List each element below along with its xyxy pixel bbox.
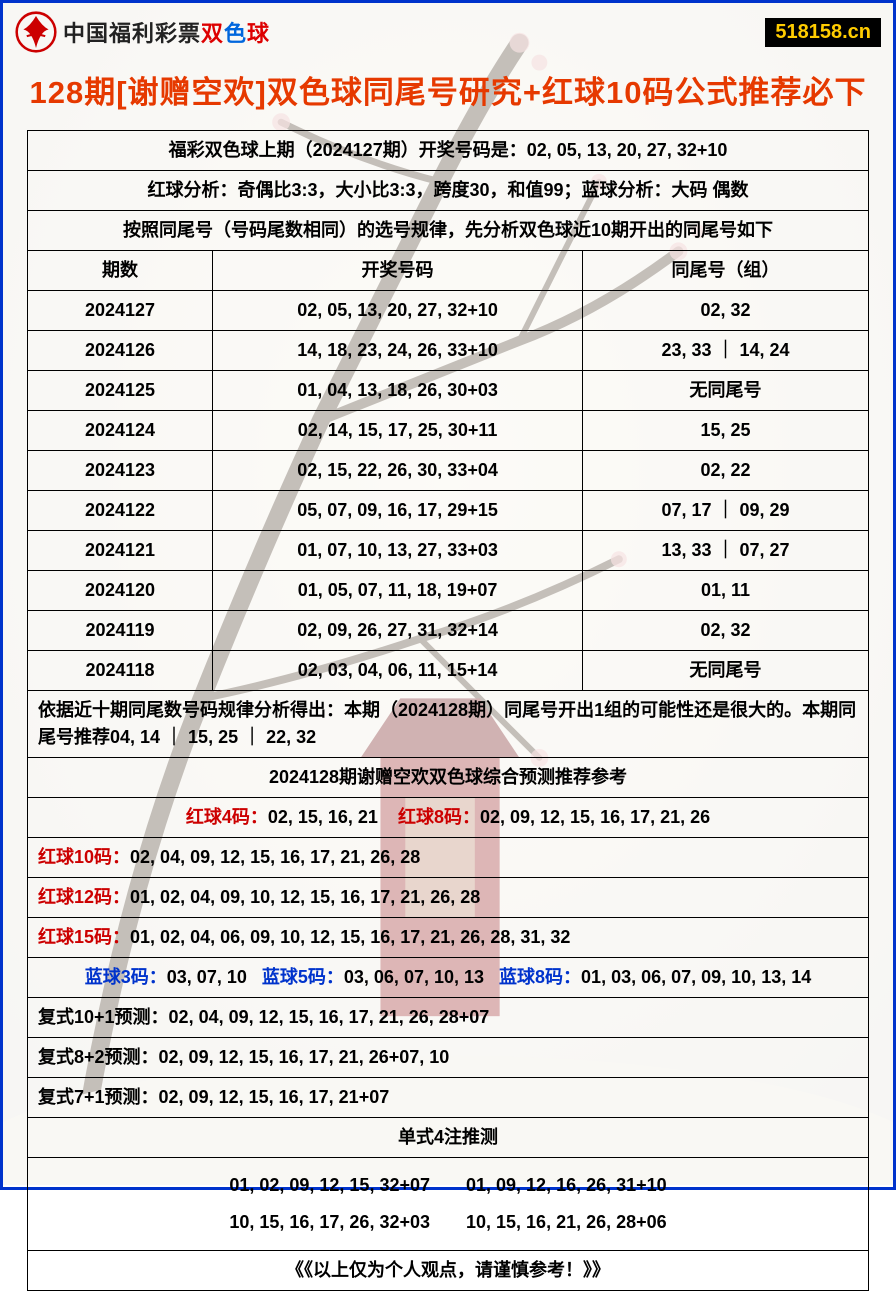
label: 蓝球5码： — [262, 967, 344, 987]
analysis-row: 依据近十期同尾数号码规律分析得出：本期（2024128期）同尾号开出1组的可能性… — [28, 691, 869, 758]
tail-cell: 无同尾号 — [583, 651, 869, 691]
numbers-cell: 01, 05, 07, 11, 18, 19+07 — [213, 571, 583, 611]
danshi-line: 10, 15, 16, 17, 26, 32+03 10, 15, 16, 21… — [36, 1209, 860, 1236]
prediction-title: 2024128期谢赠空欢双色球综合预测推荐参考 — [28, 758, 869, 798]
fushi-cell: 复式10+1预测：02, 04, 09, 12, 15, 16, 17, 21,… — [28, 998, 869, 1038]
numbers-cell: 14, 18, 23, 24, 26, 33+10 — [213, 331, 583, 371]
content-table-wrap: 福彩双色球上期（2024127期）开奖号码是：02, 05, 13, 20, 2… — [3, 130, 893, 1311]
history-row: 202412501, 04, 13, 18, 26, 30+03无同尾号 — [28, 371, 869, 411]
period-cell: 2024126 — [28, 331, 213, 371]
label: 蓝球3码： — [85, 967, 167, 987]
red12-row: 红球12码：01, 02, 04, 09, 10, 12, 15, 16, 17… — [28, 878, 869, 918]
brand-text: 中国福利彩票双色球 — [63, 16, 270, 48]
val: 02, 15, 16, 21 — [268, 807, 378, 827]
fushi-cell: 复式7+1预测：02, 09, 12, 15, 16, 17, 21+07 — [28, 1078, 869, 1118]
period-cell: 2024123 — [28, 451, 213, 491]
info-row: 按照同尾号（号码尾数相同）的选号规律，先分析双色球近10期开出的同尾号如下 — [28, 211, 869, 251]
tail-cell: 01, 11 — [583, 571, 869, 611]
tail-cell: 07, 17 ｜ 09, 29 — [583, 491, 869, 531]
history-header: 同尾号（组） — [583, 251, 869, 291]
blue-row: 蓝球3码：03, 07, 10 蓝球5码：03, 06, 07, 10, 13 … — [28, 958, 869, 998]
red15-row: 红球15码：01, 02, 04, 06, 09, 10, 12, 15, 16… — [28, 918, 869, 958]
fushi-cell: 复式8+2预测：02, 09, 12, 15, 16, 17, 21, 26+0… — [28, 1038, 869, 1078]
numbers-cell: 02, 05, 13, 20, 27, 32+10 — [213, 291, 583, 331]
history-row: 202412001, 05, 07, 11, 18, 19+0701, 11 — [28, 571, 869, 611]
numbers-cell: 01, 04, 13, 18, 26, 30+03 — [213, 371, 583, 411]
tail-cell: 02, 32 — [583, 291, 869, 331]
header: 中国福利彩票双色球 518158.cn — [3, 3, 893, 57]
numbers-cell: 02, 15, 22, 26, 30, 33+04 — [213, 451, 583, 491]
numbers-cell: 02, 09, 26, 27, 31, 32+14 — [213, 611, 583, 651]
brand-s2: 色 — [224, 21, 247, 46]
period-cell: 2024120 — [28, 571, 213, 611]
brand-s1: 双 — [201, 21, 224, 46]
red-4-8-row: 红球4码：02, 15, 16, 21 红球8码：02, 09, 12, 15,… — [28, 798, 869, 838]
period-cell: 2024118 — [28, 651, 213, 691]
tail-cell: 13, 33 ｜ 07, 27 — [583, 531, 869, 571]
danshi-row: 01, 02, 09, 12, 15, 32+07 01, 09, 12, 16… — [28, 1158, 869, 1251]
numbers-cell: 01, 07, 10, 13, 27, 33+03 — [213, 531, 583, 571]
brand-s3: 球 — [247, 21, 270, 46]
val: 02, 09, 12, 15, 16, 17, 21, 26 — [480, 807, 710, 827]
danshi-line: 01, 02, 09, 12, 15, 32+07 01, 09, 12, 16… — [36, 1172, 860, 1199]
period-cell: 2024122 — [28, 491, 213, 531]
fushi-row: 复式7+1预测：02, 09, 12, 15, 16, 17, 21+07 — [28, 1078, 869, 1118]
label: 蓝球8码： — [499, 967, 581, 987]
tail-cell: 23, 33 ｜ 14, 24 — [583, 331, 869, 371]
main-table: 福彩双色球上期（2024127期）开奖号码是：02, 05, 13, 20, 2… — [27, 130, 869, 1291]
red10-row: 红球10码：02, 04, 09, 12, 15, 16, 17, 21, 26… — [28, 838, 869, 878]
site-badge: 518158.cn — [765, 18, 881, 47]
disclaimer-row: 《《以上仅为个人观点，请谨慎参考！》》 — [28, 1251, 869, 1291]
period-cell: 2024127 — [28, 291, 213, 331]
history-row: 202412302, 15, 22, 26, 30, 33+0402, 22 — [28, 451, 869, 491]
label: 红球8码： — [398, 807, 480, 827]
history-row: 202411902, 09, 26, 27, 31, 32+1402, 32 — [28, 611, 869, 651]
label: 红球15码： — [38, 927, 130, 947]
fushi-row: 复式8+2预测：02, 09, 12, 15, 16, 17, 21, 26+0… — [28, 1038, 869, 1078]
info-row: 福彩双色球上期（2024127期）开奖号码是：02, 05, 13, 20, 2… — [28, 131, 869, 171]
logo-area: 中国福利彩票双色球 — [15, 11, 270, 53]
history-row: 202412402, 14, 15, 17, 25, 30+1115, 25 — [28, 411, 869, 451]
tail-cell: 02, 22 — [583, 451, 869, 491]
tail-cell: 02, 32 — [583, 611, 869, 651]
val: 03, 06, 07, 10, 13 — [344, 967, 484, 987]
val: 01, 02, 04, 09, 10, 12, 15, 16, 17, 21, … — [130, 887, 480, 907]
brand-prefix: 中国福利彩票 — [63, 21, 201, 46]
fushi-row: 复式10+1预测：02, 04, 09, 12, 15, 16, 17, 21,… — [28, 998, 869, 1038]
info-row: 红球分析：奇偶比3:3，大小比3:3，跨度30，和值99；蓝球分析：大码 偶数 — [28, 171, 869, 211]
numbers-cell: 05, 07, 09, 16, 17, 29+15 — [213, 491, 583, 531]
history-row: 202412205, 07, 09, 16, 17, 29+1507, 17 ｜… — [28, 491, 869, 531]
label: 红球4码： — [186, 807, 268, 827]
val: 01, 03, 06, 07, 09, 10, 13, 14 — [581, 967, 811, 987]
danshi-title: 单式4注推测 — [28, 1118, 869, 1158]
history-row: 202412614, 18, 23, 24, 26, 33+1023, 33 ｜… — [28, 331, 869, 371]
tail-cell: 15, 25 — [583, 411, 869, 451]
period-cell: 2024119 — [28, 611, 213, 651]
history-row: 202411802, 03, 04, 06, 11, 15+14无同尾号 — [28, 651, 869, 691]
period-cell: 2024121 — [28, 531, 213, 571]
history-row: 202412702, 05, 13, 20, 27, 32+1002, 32 — [28, 291, 869, 331]
label: 红球10码： — [38, 847, 130, 867]
val: 03, 07, 10 — [167, 967, 247, 987]
main-title: 128期[谢赠空欢]双色球同尾号研究+红球10码公式推荐必下 — [3, 57, 893, 130]
period-cell: 2024125 — [28, 371, 213, 411]
lottery-logo-icon — [15, 11, 57, 53]
period-cell: 2024124 — [28, 411, 213, 451]
history-header: 开奖号码 — [213, 251, 583, 291]
tail-cell: 无同尾号 — [583, 371, 869, 411]
numbers-cell: 02, 03, 04, 06, 11, 15+14 — [213, 651, 583, 691]
val: 02, 04, 09, 12, 15, 16, 17, 21, 26, 28 — [130, 847, 420, 867]
history-row: 202412101, 07, 10, 13, 27, 33+0313, 33 ｜… — [28, 531, 869, 571]
numbers-cell: 02, 14, 15, 17, 25, 30+11 — [213, 411, 583, 451]
label: 红球12码： — [38, 887, 130, 907]
history-header: 期数 — [28, 251, 213, 291]
val: 01, 02, 04, 06, 09, 10, 12, 15, 16, 17, … — [130, 927, 570, 947]
